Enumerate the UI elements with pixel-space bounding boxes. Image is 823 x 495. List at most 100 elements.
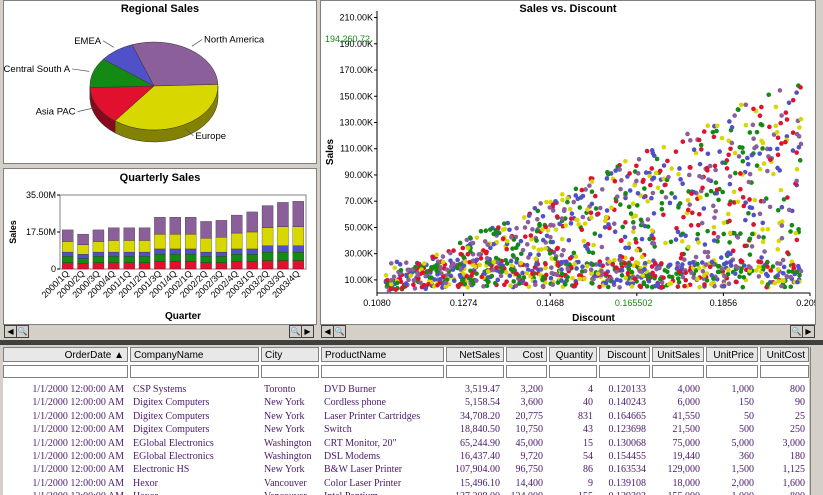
scroll-left-icon[interactable]: ◀ [4,325,17,338]
column-header-unitcost[interactable]: UnitCost [760,347,809,362]
column-header-quantity[interactable]: Quantity [549,347,597,362]
scatter-point [429,266,434,272]
scatter-point [627,188,633,193]
scatter-point [561,247,566,253]
scatter-point [543,246,548,251]
column-header-orderdate[interactable]: OrderDate ▲ [3,347,128,362]
scatter-point [537,221,542,227]
data-table[interactable]: OrderDate ▲ CompanyName City ProductName Net… [3,347,809,495]
bar-scrollbar[interactable]: ◀ 🔍 🔍 ▶ [3,324,315,338]
scatter-point [700,185,705,191]
scatter-point [724,260,729,266]
filter-input-unitcost[interactable] [760,365,809,378]
scatter-point [455,257,460,263]
filter-input-unitsales[interactable] [652,365,704,378]
column-header-companyname[interactable]: CompanyName [130,347,259,362]
splitter[interactable] [0,340,823,345]
filter-input-productname[interactable] [321,365,444,378]
scatter-chart[interactable]: 10.00K 30.00K 50.00K 70.00K 90.00K 110.00K 130… [321,1,815,324]
table-cell: New York [264,397,305,409]
table-cell: 124,000 [506,490,544,495]
scatter-point [485,278,490,284]
scroll-right-icon[interactable]: ▶ [802,325,815,338]
table-cell: 500 [739,424,754,436]
x-tick-label: 0.1856 [710,298,738,308]
filter-input-discount[interactable] [599,365,650,378]
bar-segment [261,245,274,253]
scatter-point [798,116,804,122]
scatter-point [735,235,741,240]
zoom-icon[interactable]: 🔍 [16,325,29,338]
scatter-point [572,261,577,267]
scatter-scrollbar[interactable]: ◀ 🔍 🔍 ▶ [320,324,815,338]
bar-segment [62,229,74,242]
scatter-point [773,123,779,129]
y-tick-label: 130.00K [339,117,373,127]
filter-input-cost[interactable] [506,365,547,378]
scatter-point [610,262,615,267]
zoom-icon[interactable]: 🔍 [333,325,346,338]
scatter-point [759,255,764,260]
bar-segment [77,244,89,255]
filter-input-city[interactable] [261,365,319,378]
scatter-point [696,222,701,228]
scatter-point [737,144,743,150]
scatter-point [707,163,713,169]
scatter-point [673,149,679,154]
table-scrollbar[interactable] [810,347,823,495]
scatter-point [614,277,620,283]
scatter-point [547,251,553,256]
scatter-point [705,254,711,260]
scatter-point [756,234,762,240]
bar-chart[interactable]: 017.50M35.00M2000/1Q2000/2Q2000/3Q2000/4… [4,169,316,321]
table-cell: 1/1/2000 12:00:00 AM [32,451,124,462]
scatter-point [724,252,730,257]
scatter-point [767,204,773,210]
filter-input-quantity[interactable] [549,365,597,378]
table-cell: CSP Systems [133,384,187,395]
scatter-point [794,178,799,184]
scatter-point [558,259,564,265]
column-header-cost[interactable]: Cost [506,347,547,362]
filter-input-companyname[interactable] [130,365,259,378]
scatter-point [513,245,519,251]
scroll-right-icon[interactable]: ▶ [301,325,314,338]
filter-input-orderdate[interactable] [3,365,128,378]
column-header-discount[interactable]: Discount [599,347,650,362]
scatter-point [618,238,624,244]
scatter-point [711,230,717,236]
bar-segment [108,262,120,270]
bar-segment [123,240,135,253]
scatter-point [567,256,573,261]
scatter-point [553,227,559,232]
scatter-point [555,280,561,285]
scatter-point [418,280,423,285]
scatter-point [576,222,581,227]
scatter-point [675,284,681,289]
scatter-point [595,271,601,276]
column-header-unitprice[interactable]: UnitPrice [706,347,758,362]
table-cell: 1/1/2000 12:00:00 AM [32,477,124,489]
scatter-point [538,201,543,206]
column-header-city[interactable]: City [261,347,319,362]
pie-chart[interactable]: North America Europe Asia PAC Central South… [4,1,316,161]
scatter-point [525,219,531,225]
scatter-point [589,215,594,220]
table-cell: Color Laser Printer [324,477,402,489]
scatter-point [685,197,691,203]
scatter-point [728,263,734,268]
column-header-productname[interactable]: ProductName [321,347,444,362]
scatter-point [781,270,786,276]
scatter-point [793,231,799,236]
zoom-icon-right[interactable]: 🔍 [790,325,803,338]
filter-input-netsales[interactable] [446,365,504,378]
column-header-unitsales[interactable]: UnitSales [652,347,704,362]
scatter-point [789,222,795,228]
scatter-point [507,273,513,279]
scatter-point [645,224,651,229]
column-header-netsales[interactable]: NetSales [446,347,504,362]
table-cell: CRT Monitor, 20" [324,437,397,449]
filter-input-unitprice[interactable] [706,365,758,378]
scatter-point [765,226,771,232]
scatter-point [651,211,657,216]
